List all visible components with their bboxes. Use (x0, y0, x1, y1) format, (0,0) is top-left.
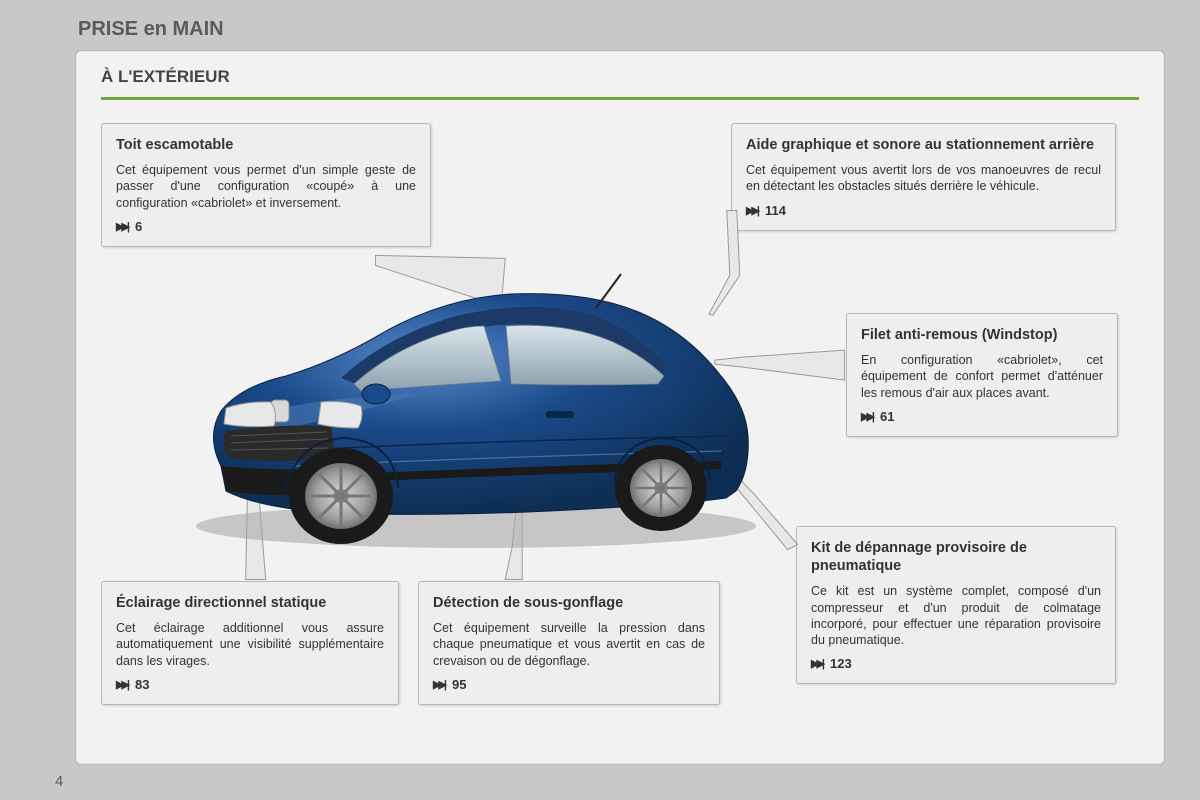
callout-windstop-body: En configuration «cabriolet», cet équipe… (861, 352, 1103, 401)
callout-windstop-ref: ▶▶|61 (861, 409, 1103, 424)
callout-tyre-pressure-ref: ▶▶|95 (433, 677, 705, 692)
callout-roof-ref: ▶▶|6 (116, 219, 416, 234)
callout-tyre-kit-ref: ▶▶|123 (811, 656, 1101, 671)
callout-tyre-kit: Kit de dépannage provisoire de pneumatiq… (796, 526, 1116, 684)
callout-windstop: Filet anti-remous (Windstop) En configur… (846, 313, 1118, 437)
callout-parking-body: Cet équipement vous avertit lors de vos … (746, 162, 1101, 195)
callout-parking-title: Aide graphique et sonore au stationnemen… (746, 136, 1101, 154)
page-title: PRISE en MAIN (78, 18, 224, 41)
callout-tyre-pressure-title: Détection de sous-gonflage (433, 594, 705, 612)
callout-lighting-body: Cet éclairage additionnel vous assure au… (116, 620, 384, 669)
section-divider (101, 97, 1139, 100)
callout-roof-title: Toit escamotable (116, 136, 416, 154)
callout-parking-ref: ▶▶|114 (746, 203, 1101, 218)
callout-parking: Aide graphique et sonore au stationnemen… (731, 123, 1116, 231)
callout-lighting: Éclairage directionnel statique Cet écla… (101, 581, 399, 705)
car-illustration (166, 236, 786, 556)
callout-tyre-kit-title: Kit de dépannage provisoire de pneumatiq… (811, 539, 1101, 575)
callout-tyre-pressure: Détection de sous-gonflage Cet équipemen… (418, 581, 720, 705)
page-number: 4 (55, 773, 63, 790)
callout-tyre-pressure-body: Cet équipement surveille la pression dan… (433, 620, 705, 669)
callout-lighting-title: Éclairage directionnel statique (116, 594, 384, 612)
callout-lighting-ref: ▶▶|83 (116, 677, 384, 692)
section-title: À L'EXTÉRIEUR (101, 67, 230, 87)
content-panel: À L'EXTÉRIEUR Toit escamotable Cet équip… (75, 50, 1165, 765)
callout-tyre-kit-body: Ce kit est un système complet, composé d… (811, 583, 1101, 648)
callout-roof-body: Cet équipement vous permet d'un simple g… (116, 162, 416, 211)
callout-roof: Toit escamotable Cet équipement vous per… (101, 123, 431, 247)
callout-windstop-title: Filet anti-remous (Windstop) (861, 326, 1103, 344)
